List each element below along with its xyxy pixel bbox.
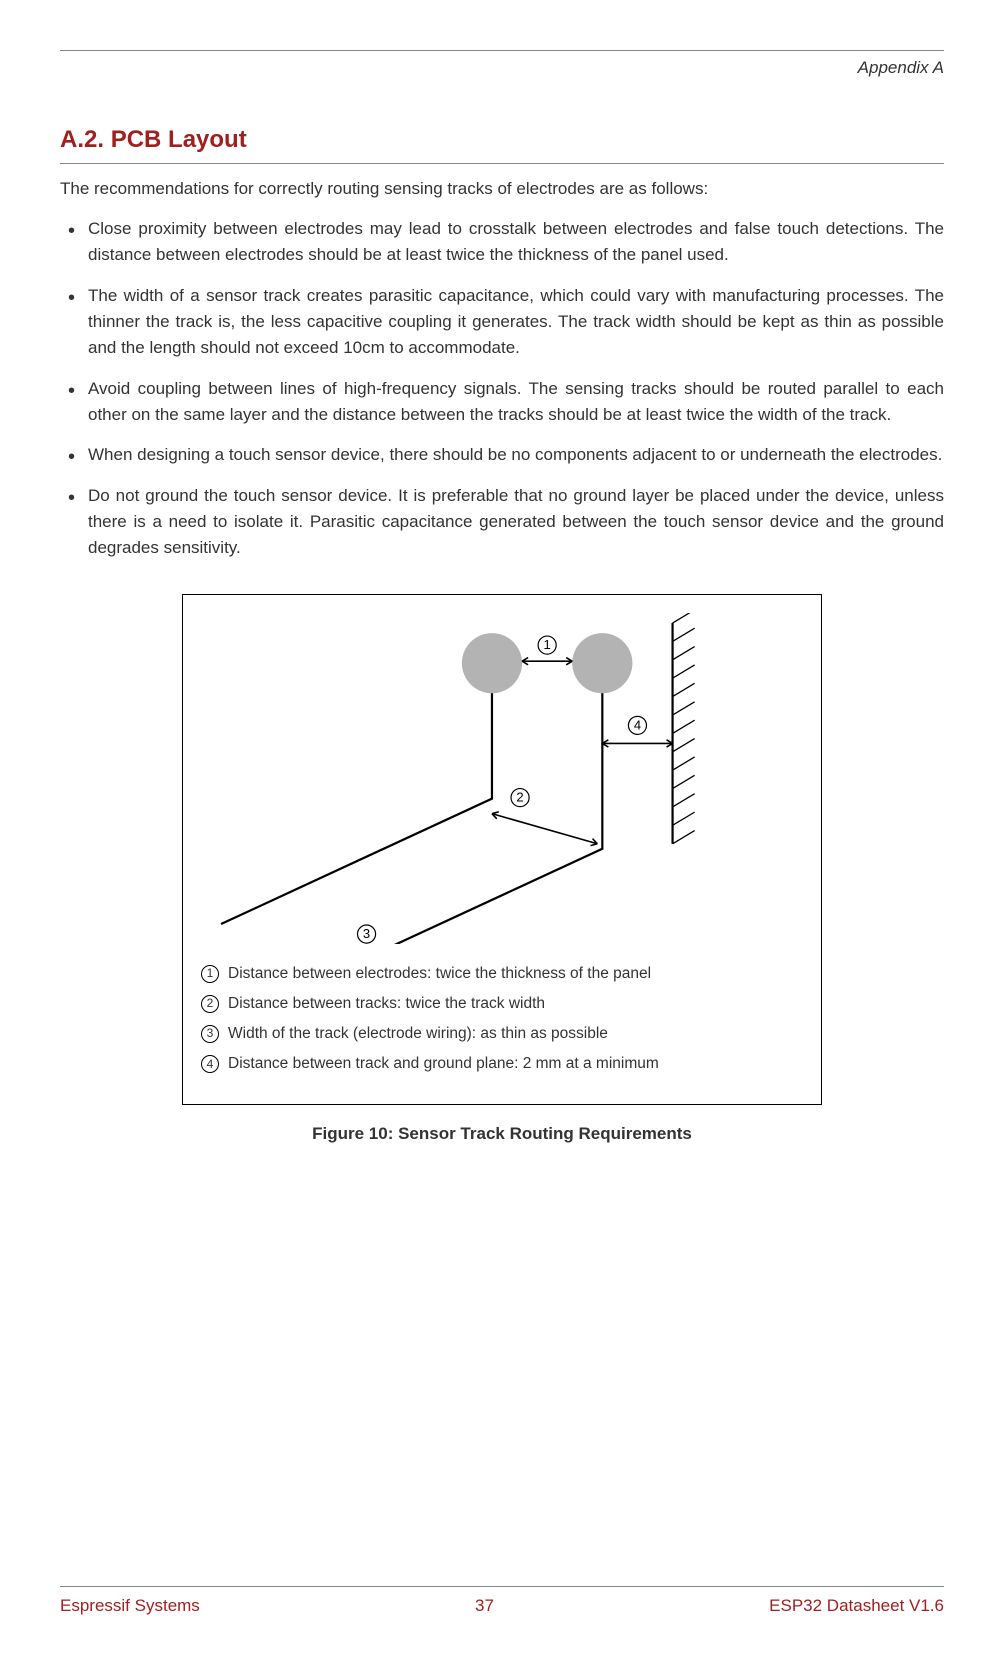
list-item: Close proximity between electrodes may l… (88, 216, 944, 269)
figure-box: 1 4 2 3 1 Distance between electrodes: twic… (182, 594, 822, 1105)
figure-caption: Figure 10: Sensor Track Routing Requirem… (312, 1121, 692, 1147)
recommendations-list: Close proximity between electrodes may l… (60, 216, 944, 576)
footer-page: 37 (475, 1593, 494, 1619)
figure-legend: 1 Distance between electrodes: twice the… (201, 962, 803, 1076)
legend-row: 1 Distance between electrodes: twice the… (201, 962, 803, 986)
list-item: The width of a sensor track creates para… (88, 283, 944, 362)
page-footer: Espressif Systems 37 ESP32 Datasheet V1.… (60, 1593, 944, 1619)
page-spacer (60, 1147, 944, 1586)
svg-text:3: 3 (363, 926, 370, 941)
legend-num-4: 4 (201, 1055, 219, 1073)
legend-num-3: 3 (201, 1025, 219, 1043)
intro-text: The recommendations for correctly routin… (60, 176, 944, 202)
legend-num-2: 2 (201, 995, 219, 1013)
svg-text:1: 1 (544, 637, 551, 652)
routing-diagram: 1 4 2 3 (201, 613, 803, 944)
legend-row: 3 Width of the track (electrode wiring):… (201, 1022, 803, 1046)
section-title: A.2. PCB Layout (60, 121, 944, 158)
svg-text:4: 4 (634, 717, 641, 732)
header-rule (60, 50, 944, 51)
legend-text: Width of the track (electrode wiring): a… (228, 1022, 608, 1046)
legend-num-1: 1 (201, 965, 219, 983)
header-appendix: Appendix A (60, 55, 944, 81)
legend-text: Distance between tracks: twice the track… (228, 992, 545, 1016)
footer-left: Espressif Systems (60, 1593, 200, 1619)
svg-text:2: 2 (516, 789, 523, 804)
legend-row: 2 Distance between tracks: twice the tra… (201, 992, 803, 1016)
list-item: When designing a touch sensor device, th… (88, 442, 944, 468)
list-item: Avoid coupling between lines of high-fre… (88, 376, 944, 429)
figure-wrap: 1 4 2 3 1 Distance between electrodes: twic… (60, 594, 944, 1148)
footer-rule (60, 1586, 944, 1587)
legend-text: Distance between track and ground plane:… (228, 1052, 659, 1076)
section-name: PCB Layout (111, 126, 247, 153)
footer-right: ESP32 Datasheet V1.6 (769, 1593, 944, 1619)
legend-text: Distance between electrodes: twice the t… (228, 962, 651, 986)
list-item: Do not ground the touch sensor device. I… (88, 483, 944, 562)
section-rule (60, 163, 944, 164)
section-number: A.2. (60, 126, 104, 153)
legend-row: 4 Distance between track and ground plan… (201, 1052, 803, 1076)
